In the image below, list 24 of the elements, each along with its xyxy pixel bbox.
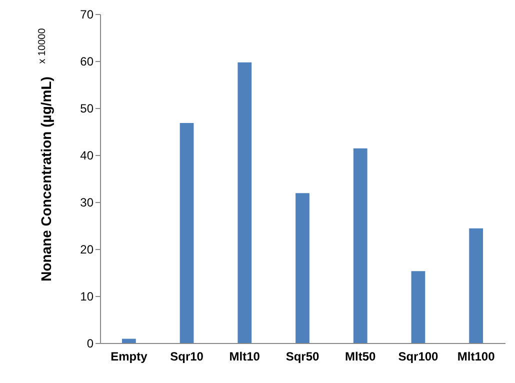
x-tick-label: Sqr10 — [170, 350, 204, 364]
x-tick-label: Mlt50 — [345, 350, 376, 364]
y-tick-label: 20 — [80, 242, 94, 256]
x-tick-label: Mlt100 — [457, 350, 496, 364]
x-tick-label: Mlt10 — [229, 350, 260, 364]
y-tick-label: 60 — [80, 54, 94, 68]
y-tick-label: 70 — [80, 8, 94, 22]
y-tick-label: 10 — [80, 290, 94, 304]
y-axis-title: Nonane Concentration (µg/mL) — [38, 76, 54, 282]
bar — [238, 62, 252, 343]
x-tick-label: Sqr50 — [286, 350, 320, 364]
x-tick-label: Empty — [110, 350, 148, 364]
bar — [180, 123, 194, 343]
bar — [296, 193, 310, 343]
bar — [353, 148, 368, 343]
text: x 10000 — [37, 28, 48, 64]
x-tick-label: Sqr100 — [398, 350, 439, 364]
bar — [122, 338, 136, 343]
y-tick-label: 30 — [80, 196, 94, 210]
y-tick-label: 50 — [80, 102, 94, 116]
bar — [411, 271, 426, 343]
bar — [469, 228, 484, 343]
y-tick-label: 0 — [86, 336, 94, 350]
y-tick-label: 40 — [80, 148, 94, 162]
